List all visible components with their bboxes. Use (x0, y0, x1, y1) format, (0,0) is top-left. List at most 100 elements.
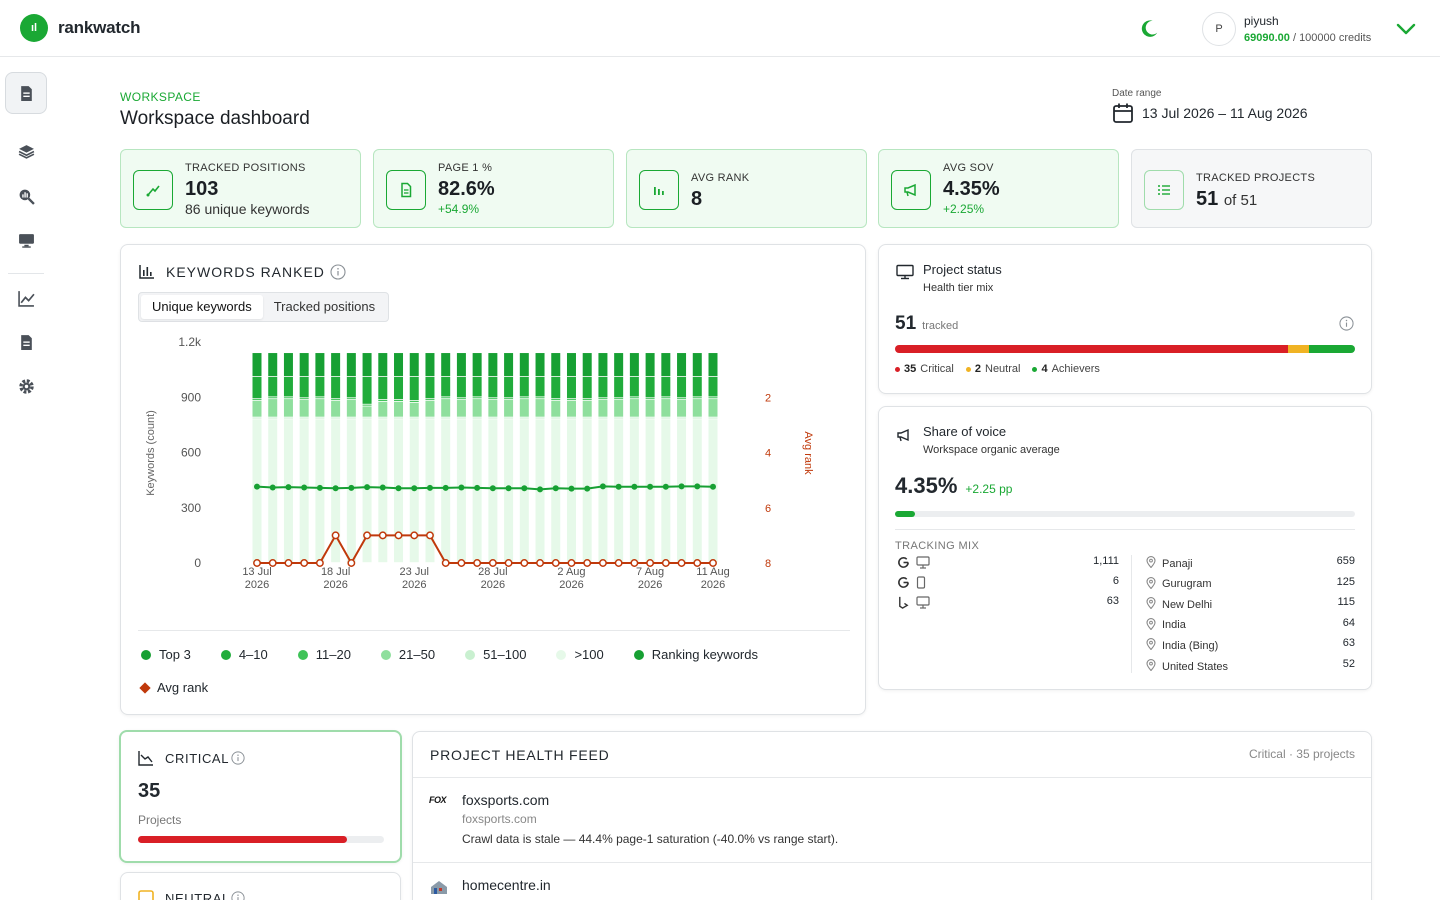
health-tier-legend-item[interactable]: 35 Critical (895, 363, 954, 375)
ranking-keywords-point (269, 484, 276, 491)
info-icon[interactable] (231, 751, 245, 765)
sov-value-row: 4.35% +2.25 pp (895, 473, 1012, 499)
kpi-sub: 86 unique keywords (185, 201, 310, 217)
stacked-bar (614, 353, 624, 563)
info-icon[interactable] (330, 264, 346, 280)
feed-divider (413, 777, 1371, 778)
bar-segment (535, 397, 545, 399)
location-row[interactable]: India (Bing) (1146, 638, 1218, 653)
kpi-avg-rank[interactable]: AVG RANK 8 (626, 149, 867, 228)
stacked-bar (645, 353, 655, 563)
stacked-bar (582, 353, 592, 563)
sidebar-item-monitor[interactable] (5, 219, 47, 261)
bar-segment (378, 376, 388, 400)
avg-rank-point (426, 531, 434, 540)
location-row[interactable]: Panaji (1146, 556, 1193, 571)
legend-item[interactable]: Avg rank (139, 680, 208, 695)
page-title: Workspace dashboard (120, 108, 310, 129)
legend-item[interactable]: Top 3 (141, 647, 191, 662)
health-tier-legend-item[interactable]: 4 Achievers (1032, 363, 1100, 375)
location-row[interactable]: Gurugram (1146, 576, 1212, 592)
bar-segment (283, 353, 293, 377)
bar-segment (488, 376, 498, 398)
sov-caption: Workspace organic average (923, 444, 1060, 456)
location-count: 659 (1336, 555, 1355, 567)
tab-tracked-positions[interactable]: Tracked positions (273, 299, 376, 314)
legend-item[interactable]: >100 (556, 647, 604, 662)
tracked-count-value: 51 (895, 313, 917, 334)
location-row[interactable]: United States (1146, 659, 1228, 674)
bar-segment (299, 400, 309, 417)
ranking-keywords-point (552, 485, 559, 492)
trend-icon (17, 290, 35, 307)
bar-segment (629, 399, 639, 417)
info-icon[interactable] (1339, 316, 1354, 331)
location-row[interactable]: New Delhi (1146, 597, 1212, 612)
kpi-tracked-positions[interactable]: TRACKED POSITIONS 103 86 unique keywords (120, 149, 361, 228)
legend-item[interactable]: 21–50 (380, 647, 435, 662)
y-axis-label: Keywords (count) (145, 410, 157, 496)
date-range-picker[interactable]: 13 Jul 2026 – 11 Aug 2026 (1112, 102, 1308, 124)
legend-item[interactable]: 51–100 (465, 647, 526, 662)
feed-item-note: Crawl data is stale — 44.4% page-1 satur… (462, 832, 839, 846)
sidebar-item-keyword-research[interactable] (5, 175, 47, 217)
legend-item[interactable]: 11–20 (297, 647, 351, 662)
avg-rank-point (520, 559, 529, 567)
monitor-icon (18, 233, 34, 248)
bar-segment (692, 397, 702, 399)
avg-rank-point (300, 559, 309, 567)
avg-rank-point (709, 559, 717, 567)
bar-segment (535, 376, 545, 397)
legend-label: Top 3 (159, 647, 191, 662)
y-tick-label: 600 (181, 446, 201, 460)
sidebar-item-reports[interactable] (5, 72, 47, 114)
sidebar-item-settings[interactable] (5, 365, 47, 407)
search-chart-icon (19, 189, 35, 205)
health-tier-legend-item[interactable]: 2 Neutral (965, 363, 1020, 375)
stacked-bar (472, 353, 482, 563)
neutral-card[interactable]: NEUTRAL (120, 872, 401, 900)
bar-segment (394, 376, 404, 400)
brand[interactable]: ıl rankwatch (20, 14, 140, 42)
legend-item[interactable]: 4–10 (220, 647, 268, 662)
share-of-voice-card: Share of voice Workspace organic average… (878, 406, 1372, 690)
legend-item[interactable]: Ranking keywords (633, 647, 758, 662)
stacked-bar (268, 353, 278, 563)
sidebar-item-projects[interactable] (5, 130, 47, 172)
keywords-ranked-card: KEYWORDS RANKED Unique keywords Tracked … (120, 244, 866, 715)
sov-bar-track (895, 511, 1355, 517)
sidebar-item-analytics[interactable] (5, 277, 47, 319)
kpi-value: 51 of 51 (1196, 188, 1257, 211)
location-row[interactable]: India (1146, 617, 1186, 633)
avg-rank-point (614, 559, 623, 567)
bar-segment (708, 399, 718, 417)
trend-down-icon (138, 751, 153, 766)
legend-dot-icon (465, 649, 476, 660)
user-menu[interactable]: P piyush 69090.00 / 100000 credits (1202, 12, 1371, 46)
info-icon[interactable] (231, 891, 245, 900)
bar-segment (409, 400, 419, 402)
feed-item[interactable]: homecentre.in (413, 863, 1371, 900)
bar-segment (519, 417, 529, 419)
kpi-page1[interactable]: PAGE 1 % 82.6% +54.9% (373, 149, 614, 228)
tab-unique-keywords[interactable]: Unique keywords (141, 295, 263, 319)
ranking-keywords-point (442, 484, 449, 491)
bar-segment (708, 353, 718, 377)
critical-card[interactable]: CRITICAL 35 Projects (119, 730, 402, 863)
bar-segment (677, 417, 687, 419)
bar-segment (378, 400, 388, 402)
chevron-down-icon[interactable] (1395, 20, 1417, 38)
feed-item[interactable]: FOX foxsports.com foxsports.com Crawl da… (413, 778, 1371, 862)
bar-segment (268, 419, 278, 563)
bar-segment (551, 400, 561, 417)
kpi-avg-sov[interactable]: AVG SOV 4.35% +2.25% (878, 149, 1119, 228)
bar-segment (346, 417, 356, 419)
sidebar (0, 57, 52, 900)
kpi-tracked-projects[interactable]: TRACKED PROJECTS 51 of 51 (1131, 149, 1372, 228)
bar-segment (283, 399, 293, 417)
sidebar-item-docs[interactable] (5, 321, 47, 363)
moon-icon[interactable] (1138, 18, 1160, 40)
avg-rank-point (473, 559, 482, 567)
credits-total: / 100000 credits (1292, 32, 1372, 44)
